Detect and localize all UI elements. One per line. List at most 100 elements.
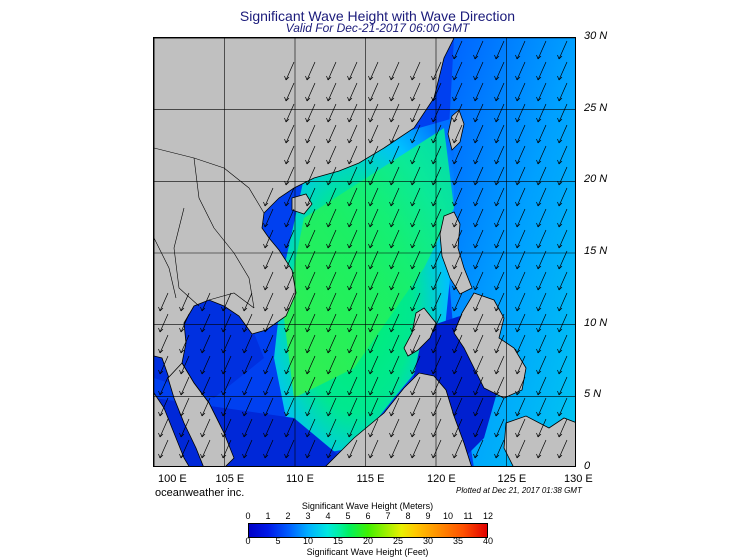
wave-arrow [431,397,442,417]
wave-arrow [410,82,421,102]
wave-arrow [557,187,568,207]
wave-arrow [410,145,421,165]
wave-arrow [494,313,505,333]
colorbar-feet-tick: 35 [452,536,464,546]
latitude-label: 20 N [584,173,608,186]
wave-arrow [452,40,463,60]
wave-arrow [200,355,211,375]
wave-arrow [410,418,421,438]
wave-arrow [557,292,568,312]
plotted-timestamp: Plotted at Dec 21, 2017 01:38 GMT [456,486,582,495]
wave-arrow [473,145,484,165]
wave-arrow [494,271,505,291]
colorbar-feet-title: Significant Wave Height (Feet) [306,547,429,557]
wave-arrow [494,40,505,60]
wave-arrow [284,166,295,186]
malay-peninsula [167,362,235,466]
wave-arrow [158,418,169,438]
wave-arrow [557,418,568,438]
wave-arrow [473,418,484,438]
wave-arrow [431,187,442,207]
wave-arrow [389,61,400,81]
wave-arrow [473,271,484,291]
wave-arrow [473,439,484,459]
wave-arrow [200,292,211,312]
wave-arrow [347,271,358,291]
wave-arrow [200,376,211,396]
wave-arrow [536,355,547,375]
wave-arrow [557,208,568,228]
colorbar-meters-tick: 9 [425,511,431,521]
wave-arrow [347,376,358,396]
wave-arrow [557,313,568,333]
wave-arrow [410,292,421,312]
wave-arrow [473,334,484,354]
wave-arrow [536,292,547,312]
wave-arrow [305,61,316,81]
wave-arrow [221,292,232,312]
wave-arrow [410,271,421,291]
wave-arrow [536,418,547,438]
wave-arrow [557,103,568,123]
colorbar-meters-tick: 8 [405,511,411,521]
colorbar-meters-tick: 2 [285,511,291,521]
wave-arrow [557,124,568,144]
longitude-label: 105 E [215,473,245,485]
wave-direction-arrows [158,40,568,459]
wave-arrow [263,250,274,270]
wave-arrow [431,439,442,459]
wave-arrow [536,208,547,228]
wave-arrow [326,250,337,270]
wave-arrow [389,187,400,207]
wave-arrow [515,145,526,165]
wave-arrow [536,250,547,270]
wave-arrow [221,313,232,333]
wave-arrow [368,292,379,312]
wave-arrow [452,145,463,165]
wave-arrow [410,166,421,186]
wave-arrow [536,334,547,354]
wave-arrow [263,187,274,207]
wave-arrow [389,145,400,165]
colorbar-feet-tick: 10 [302,536,314,546]
wave-arrow [326,376,337,396]
wave-arrow [347,145,358,165]
wave-arrow [494,166,505,186]
wave-arrow [431,355,442,375]
wave-arrow [410,334,421,354]
wave-arrow [515,61,526,81]
wave-arrow [263,334,274,354]
wave-arrow [494,61,505,81]
wave-arrow [515,208,526,228]
wave-arrow [284,376,295,396]
wave-arrow [536,439,547,459]
wave-arrow [410,103,421,123]
wave-arrow [431,208,442,228]
wave-arrow [242,313,253,333]
wave-arrow [515,271,526,291]
wave-arrow [305,145,316,165]
wave-arrow [410,355,421,375]
wave-arrow [284,61,295,81]
wave-arrow [200,397,211,417]
wave-arrow [305,166,316,186]
wave-arrow [242,397,253,417]
wave-arrow [452,313,463,333]
wave-arrow [263,439,274,459]
wave-arrow [536,166,547,186]
wave-arrow [410,61,421,81]
wave-arrow [536,103,547,123]
wave-arrow [179,355,190,375]
wave-arrow [221,334,232,354]
wave-arrow [410,250,421,270]
wave-arrow [494,145,505,165]
wave-arrow [284,250,295,270]
wave-arrow [410,376,421,396]
wave-arrow [326,124,337,144]
latitude-label: 30 N [584,30,608,42]
colorbar-feet-tick: 15 [332,536,344,546]
colorbar-meters-tick: 12 [482,511,494,521]
wave-arrow [389,271,400,291]
wave-arrow [494,82,505,102]
wave-arrow [515,313,526,333]
